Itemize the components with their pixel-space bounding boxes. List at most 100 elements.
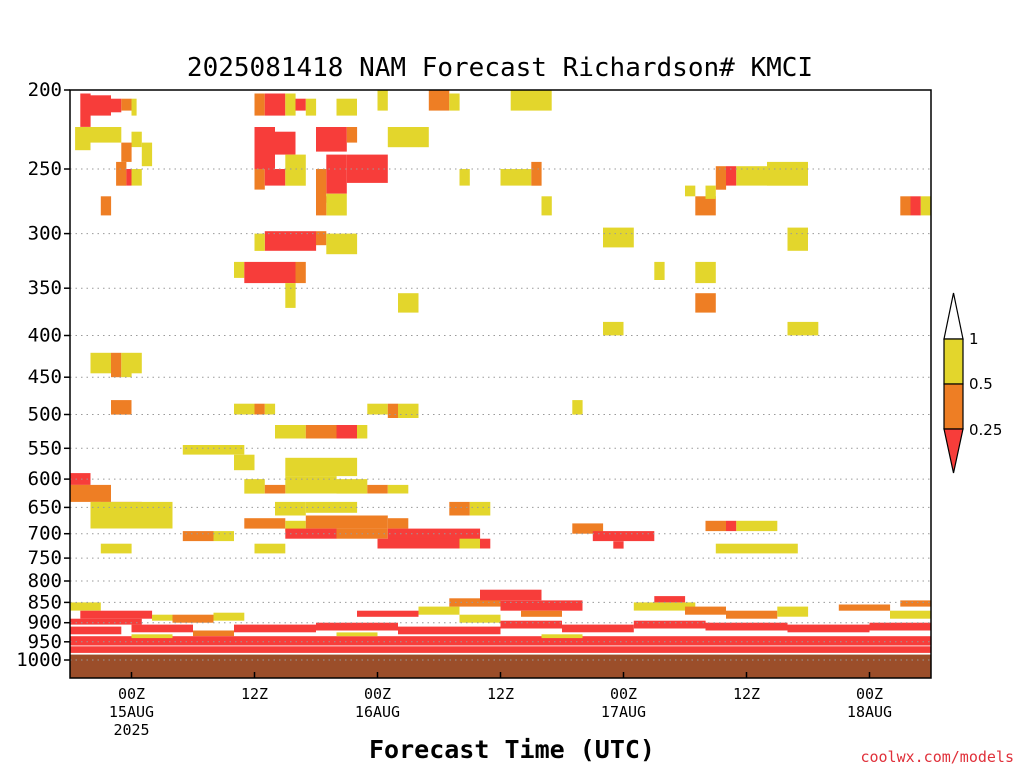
ri-cell xyxy=(141,142,153,167)
credit-link[interactable]: coolwx.com/models xyxy=(860,748,1014,766)
ri-cell xyxy=(449,93,460,111)
ri-cell xyxy=(131,98,137,116)
ri-cell xyxy=(367,484,388,494)
y-tick-label: 750 xyxy=(28,547,62,569)
ri-cell xyxy=(234,261,245,278)
ri-cell xyxy=(531,161,542,186)
ri-cell xyxy=(111,400,132,415)
x-tick-label: 12Z xyxy=(487,685,514,703)
y-tick-label: 1000 xyxy=(16,649,62,671)
ri-cell xyxy=(726,166,737,186)
ri-cell xyxy=(428,90,450,111)
ri-cell xyxy=(305,515,388,529)
ri-cell xyxy=(126,169,132,186)
ri-cell xyxy=(900,600,932,607)
ri-cell xyxy=(613,541,624,549)
ri-cell xyxy=(910,196,921,216)
ri-cell xyxy=(70,484,111,502)
ri-cell xyxy=(305,501,358,513)
ri-cell xyxy=(285,154,306,186)
ri-cell xyxy=(295,261,306,284)
ri-cell xyxy=(623,531,655,542)
ri-cell xyxy=(510,90,552,111)
ri-cell xyxy=(398,403,419,418)
y-axis-ticks: 200 250 300 350 400 450 500 550 600 650 7007508008… xyxy=(16,79,70,671)
x-tick-label: 18AUG xyxy=(847,703,892,721)
ri-cell xyxy=(305,98,317,116)
x-tick-label: 16AUG xyxy=(355,703,400,721)
y-tick-label: 650 xyxy=(28,496,62,518)
y-tick-label: 500 xyxy=(28,404,62,426)
ri-cell xyxy=(705,622,788,631)
legend-bin-0.5-1 xyxy=(943,338,964,385)
colorbar-legend: 1 0.5 0.25 xyxy=(943,292,1002,474)
ri-cell xyxy=(469,501,491,516)
ri-cell xyxy=(900,196,911,216)
ri-cell xyxy=(70,646,931,653)
ri-cell xyxy=(316,622,398,631)
ri-cell xyxy=(480,589,542,601)
ri-cell xyxy=(254,93,265,116)
ri-cell xyxy=(80,93,91,127)
ri-cell xyxy=(715,166,727,190)
ri-cell xyxy=(449,501,470,516)
ri-cell xyxy=(377,538,460,549)
ri-cell xyxy=(705,520,726,532)
ri-cell xyxy=(736,520,778,532)
ri-cell xyxy=(80,610,153,619)
ri-cell xyxy=(90,501,173,529)
ri-cell xyxy=(121,142,132,162)
ri-cell xyxy=(336,98,357,116)
ri-cell xyxy=(357,610,419,617)
ri-cell xyxy=(326,154,347,194)
ri-cell xyxy=(90,127,122,143)
ri-cell xyxy=(387,484,409,494)
ri-cell xyxy=(254,169,265,190)
ri-cell xyxy=(316,127,347,152)
ri-cell xyxy=(418,127,429,148)
ri-cell xyxy=(869,622,931,631)
ri-cell xyxy=(131,131,142,148)
ri-cell xyxy=(387,518,409,529)
y-tick-label: 900 xyxy=(28,612,62,634)
ri-cell xyxy=(377,90,388,111)
ri-cell xyxy=(685,185,696,197)
y-tick-label: 400 xyxy=(28,325,62,347)
ri-cell xyxy=(890,610,931,619)
ri-cell xyxy=(449,598,501,607)
ri-cell xyxy=(121,352,132,378)
ri-cell xyxy=(705,185,716,199)
x-tick-label: 00Z xyxy=(118,685,145,703)
ri-cell xyxy=(326,193,347,216)
ri-cell xyxy=(254,403,265,415)
y-tick-label: 600 xyxy=(28,468,62,490)
ri-cell xyxy=(70,473,91,485)
ri-cell xyxy=(346,127,358,143)
legend-threshold-label: 0.25 xyxy=(969,421,1002,439)
ri-cell xyxy=(603,321,624,336)
ri-cell xyxy=(541,634,583,639)
ri-cell xyxy=(244,261,296,284)
pressure-gridlines xyxy=(70,168,931,661)
ri-cell xyxy=(695,196,716,216)
ri-cell xyxy=(70,602,101,611)
ri-cell xyxy=(541,196,552,216)
ri-cell xyxy=(726,610,778,619)
ri-cell xyxy=(234,624,316,633)
ri-cell xyxy=(316,169,327,203)
y-tick-label: 450 xyxy=(28,366,62,388)
ri-cell xyxy=(254,233,265,251)
y-tick-label: 200 xyxy=(28,79,62,101)
ri-cell xyxy=(459,614,501,623)
x-tick-label: 15AUG xyxy=(109,703,154,721)
ri-cell xyxy=(633,620,706,629)
ri-cell xyxy=(459,538,480,549)
ri-cell xyxy=(398,626,501,635)
ri-cell xyxy=(75,127,91,151)
ri-cell xyxy=(254,543,286,554)
ri-cell xyxy=(387,403,399,418)
ri-cell xyxy=(285,476,337,494)
ri-cell xyxy=(244,479,265,494)
ri-cell xyxy=(131,352,142,374)
legend-threshold-label: 1 xyxy=(969,330,979,348)
